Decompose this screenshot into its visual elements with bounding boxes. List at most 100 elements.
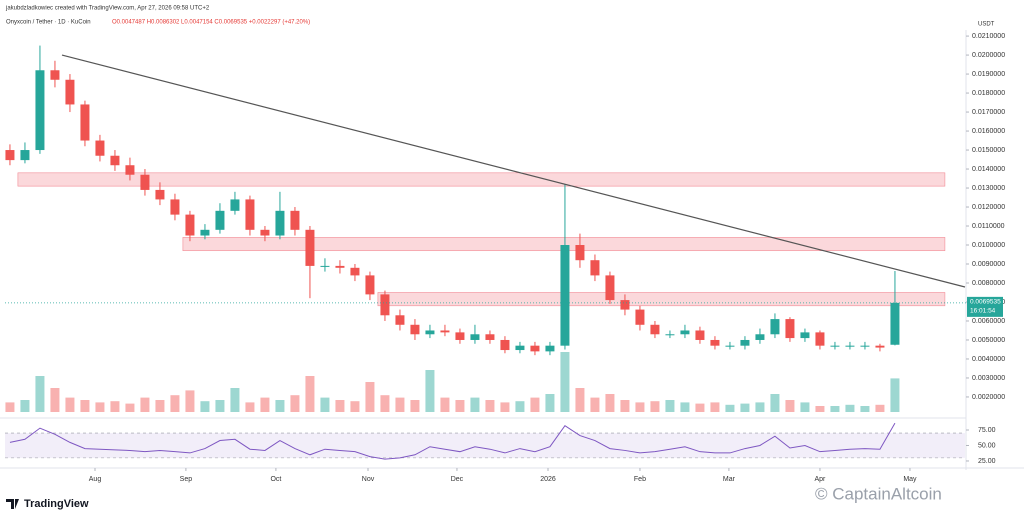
volume-bar xyxy=(740,403,750,412)
candle-body xyxy=(440,330,450,333)
x-tick-label: Sep xyxy=(180,476,193,483)
tv-logo: TradingView xyxy=(6,498,89,510)
candle-body xyxy=(560,245,570,346)
x-tick-label: 2026 xyxy=(540,476,556,483)
candle-body xyxy=(95,140,105,156)
symbol-line: Onyxcoin / Tether · 1D · KuCoin xyxy=(6,20,91,26)
volume-bar xyxy=(65,397,75,412)
candle-body xyxy=(545,345,555,352)
candle-body xyxy=(20,150,30,161)
candle-body xyxy=(350,267,360,276)
volume-bar xyxy=(395,397,405,412)
y-tick-label: 0.0210000 xyxy=(972,33,1005,40)
candle-body xyxy=(800,332,810,339)
volume-bar xyxy=(620,400,630,412)
volume-bar xyxy=(200,401,210,412)
candle-body xyxy=(140,174,150,190)
volume-bar xyxy=(680,402,690,412)
rsi-tick-label: 50.00 xyxy=(978,442,996,449)
y-tick-label: 0.0150000 xyxy=(972,147,1005,154)
x-tick-label: Feb xyxy=(634,476,646,483)
volume-bar xyxy=(275,400,285,412)
volume-bar xyxy=(140,397,150,412)
volume-bar xyxy=(485,400,495,412)
volume-bar xyxy=(365,382,375,412)
volume-bar xyxy=(695,403,705,412)
candle-body xyxy=(650,324,660,335)
volume-bar xyxy=(815,406,825,412)
last-price-box xyxy=(967,296,1003,317)
y-tick-label: 0.0060000 xyxy=(972,318,1005,325)
y-tick-label: 0.0080000 xyxy=(972,280,1005,287)
candle-body xyxy=(185,214,195,236)
candle-body xyxy=(845,345,855,347)
volume-bar xyxy=(320,397,330,412)
candle-body xyxy=(815,332,825,346)
ohlc-line: O0.0047487 H0.0086302 L0.0047154 C0.0069… xyxy=(112,20,310,26)
y-tick-label: 0.0130000 xyxy=(972,185,1005,192)
candle-body xyxy=(35,70,45,151)
volume-bar xyxy=(545,394,555,412)
volume-bar xyxy=(575,388,585,412)
candle-body xyxy=(110,155,120,166)
volume-bar xyxy=(830,406,840,412)
x-tick-label: Oct xyxy=(270,476,281,483)
candle-body xyxy=(680,330,690,335)
candle-body xyxy=(635,309,645,325)
candle-body xyxy=(830,345,840,347)
x-tick-label: Dec xyxy=(451,476,464,483)
candle-body xyxy=(470,334,480,340)
candle-body xyxy=(65,79,75,105)
candle-body xyxy=(890,302,900,345)
candle-body xyxy=(425,330,435,335)
candle-body xyxy=(620,300,630,310)
watermark: © CaptainAltcoin xyxy=(815,484,942,503)
volume-bar xyxy=(380,395,390,412)
volume-bar xyxy=(230,388,240,412)
candle-body xyxy=(590,260,600,276)
candle-body xyxy=(785,319,795,339)
candle-body xyxy=(200,229,210,236)
volume-bar xyxy=(440,397,450,412)
volume-bar xyxy=(95,402,105,412)
candle-body xyxy=(755,334,765,340)
candle-body xyxy=(500,339,510,351)
volume-bar xyxy=(35,376,45,412)
volume-bar xyxy=(500,402,510,412)
volume-bar xyxy=(785,400,795,412)
x-tick-label: Nov xyxy=(362,476,375,483)
candle-body xyxy=(740,339,750,346)
trendline xyxy=(61,54,966,288)
volume-bar xyxy=(110,401,120,412)
y-tick-label: 0.0020000 xyxy=(972,394,1005,401)
candle-body xyxy=(5,150,15,161)
volume-bar xyxy=(245,402,255,412)
candle-body xyxy=(365,275,375,295)
volume-bar xyxy=(770,394,780,412)
candle-body xyxy=(485,334,495,340)
rsi-tick-label: 75.00 xyxy=(978,427,996,434)
volume-bar xyxy=(20,400,30,412)
candle-body xyxy=(80,104,90,141)
volume-bar xyxy=(665,400,675,412)
y-tick-label: 0.0090000 xyxy=(972,261,1005,268)
candle-body xyxy=(530,345,540,352)
candle-body xyxy=(515,345,525,351)
y-tick-label: 0.0200000 xyxy=(972,52,1005,59)
volume-bar xyxy=(50,388,60,412)
y-tick-label: 0.0110000 xyxy=(972,223,1005,230)
candle-body xyxy=(260,229,270,236)
x-tick-label: Aug xyxy=(89,476,102,483)
candle-body xyxy=(380,294,390,316)
candle-body xyxy=(410,324,420,335)
candle-body xyxy=(245,199,255,230)
volume-bar xyxy=(410,400,420,412)
volume-bar xyxy=(890,378,900,412)
volume-bar xyxy=(515,401,525,412)
volume-bar xyxy=(305,376,315,412)
volume-bar xyxy=(800,402,810,412)
y-tick-label: 0.0180000 xyxy=(972,90,1005,97)
candle-body xyxy=(215,210,225,230)
last-price-label: 0.0069535 xyxy=(970,299,1001,306)
volume-bar xyxy=(425,370,435,412)
